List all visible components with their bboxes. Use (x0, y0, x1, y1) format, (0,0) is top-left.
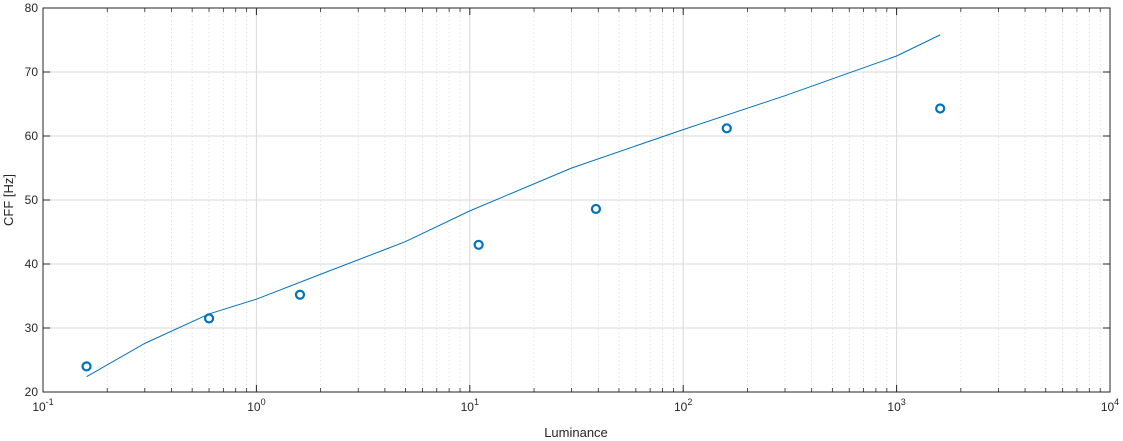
y-tick-label: 60 (25, 129, 39, 143)
x-tick-label: 103 (887, 397, 905, 414)
x-tick-label: 102 (674, 397, 692, 414)
y-tick-label: 30 (25, 321, 39, 335)
data-point-marker (935, 103, 946, 114)
data-point-marker (294, 289, 306, 300)
y-tick-label: 40 (25, 257, 39, 271)
x-tick-label: 100 (247, 397, 265, 414)
data-markers-layer (81, 103, 946, 372)
data-point-marker (203, 313, 215, 324)
y-tick-label: 20 (25, 385, 39, 399)
ticks (42, 7, 1111, 393)
y-axis-label: CFF [Hz] (1, 174, 16, 226)
data-point-marker (721, 123, 732, 134)
x-tick-label: 104 (1101, 397, 1119, 414)
data-point-marker (590, 203, 602, 215)
x-tick-label: 101 (461, 397, 479, 414)
tick-labels: 10-1 100 101 102 103 104 20 30 40 50 60 70 80 (25, 1, 1120, 414)
data-point-marker (473, 239, 484, 250)
data-point-marker (81, 361, 92, 372)
y-tick-label: 80 (25, 1, 39, 15)
x-axis-label: Luminance (544, 425, 608, 440)
fit-curve-layer (86, 34, 941, 378)
y-tick-label: 70 (25, 65, 39, 79)
fit-curve-line (86, 34, 941, 378)
y-tick-label: 50 (25, 193, 39, 207)
x-tick-label: 10-1 (32, 397, 53, 414)
